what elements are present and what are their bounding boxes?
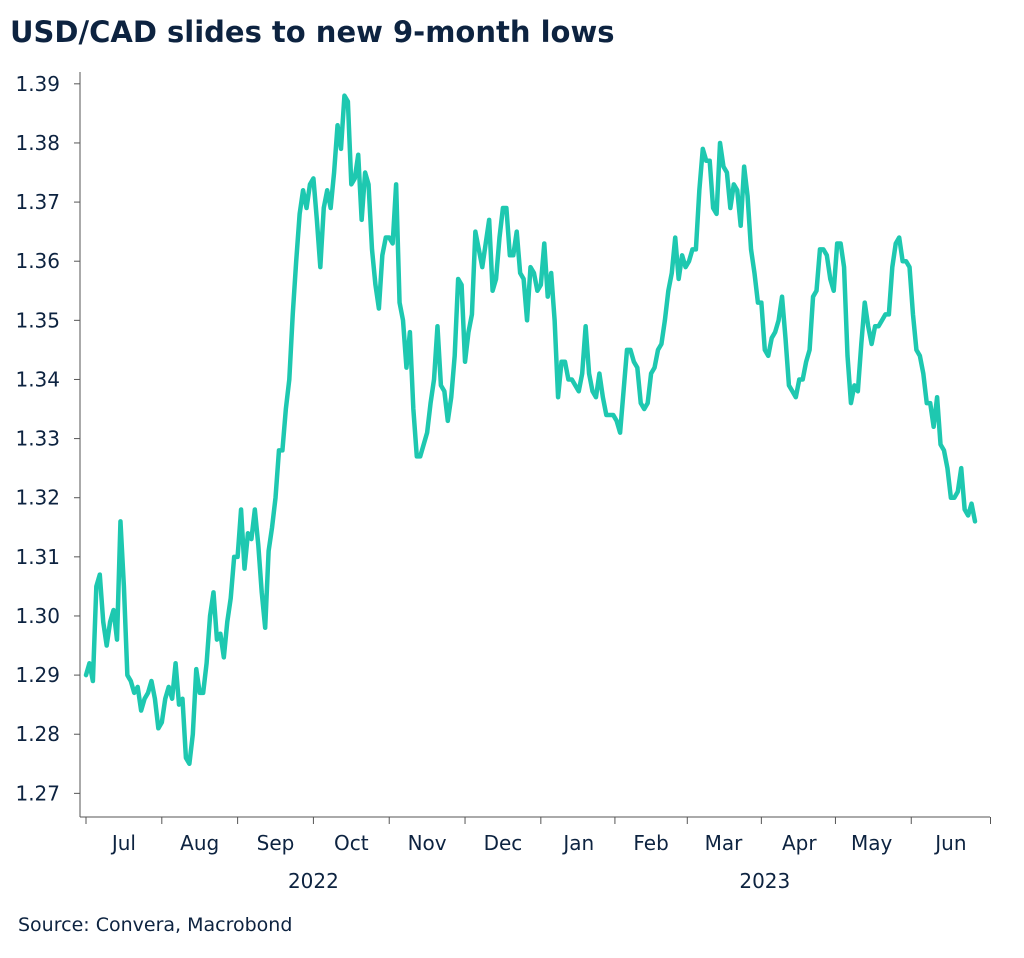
y-tick-label: 1.39 (15, 72, 60, 96)
x-tick-label: Feb (633, 831, 668, 855)
y-tick-label: 1.35 (15, 308, 60, 332)
price-line (83, 93, 978, 767)
x-tick-label: Sep (257, 831, 295, 855)
y-tick-label: 1.28 (15, 722, 60, 746)
y-tick-label: 1.29 (15, 663, 60, 687)
source-note: Source: Convera, Macrobond (18, 914, 292, 936)
x-tick-label: Apr (782, 831, 817, 855)
y-tick-label: 1.34 (15, 367, 60, 391)
x-tick-label: Nov (408, 831, 447, 855)
chart-title: USD/CAD slides to new 9-month lows (10, 15, 615, 49)
x-tick-label: Jun (933, 831, 966, 855)
x-tick-label: May (851, 831, 893, 855)
y-tick-label: 1.33 (15, 427, 60, 451)
y-tick-label: 1.30 (15, 604, 60, 628)
y-tick-label: 1.38 (15, 131, 60, 155)
x-tick-label: Jul (110, 831, 136, 855)
x-tick-label: Jan (561, 831, 594, 855)
y-tick-label: 1.37 (15, 190, 60, 214)
y-tick-label: 1.36 (15, 249, 60, 273)
x-tick-label: Aug (180, 831, 219, 855)
x-tick-label: Oct (334, 831, 369, 855)
x-tick-label: Dec (484, 831, 523, 855)
y-tick-label: 1.31 (15, 545, 60, 569)
x-group-label: 2023 (739, 869, 790, 893)
x-tick-label: Mar (705, 831, 744, 855)
y-tick-label: 1.27 (15, 781, 60, 805)
y-tick-label: 1.32 (15, 486, 60, 510)
x-group-label: 2022 (288, 869, 339, 893)
